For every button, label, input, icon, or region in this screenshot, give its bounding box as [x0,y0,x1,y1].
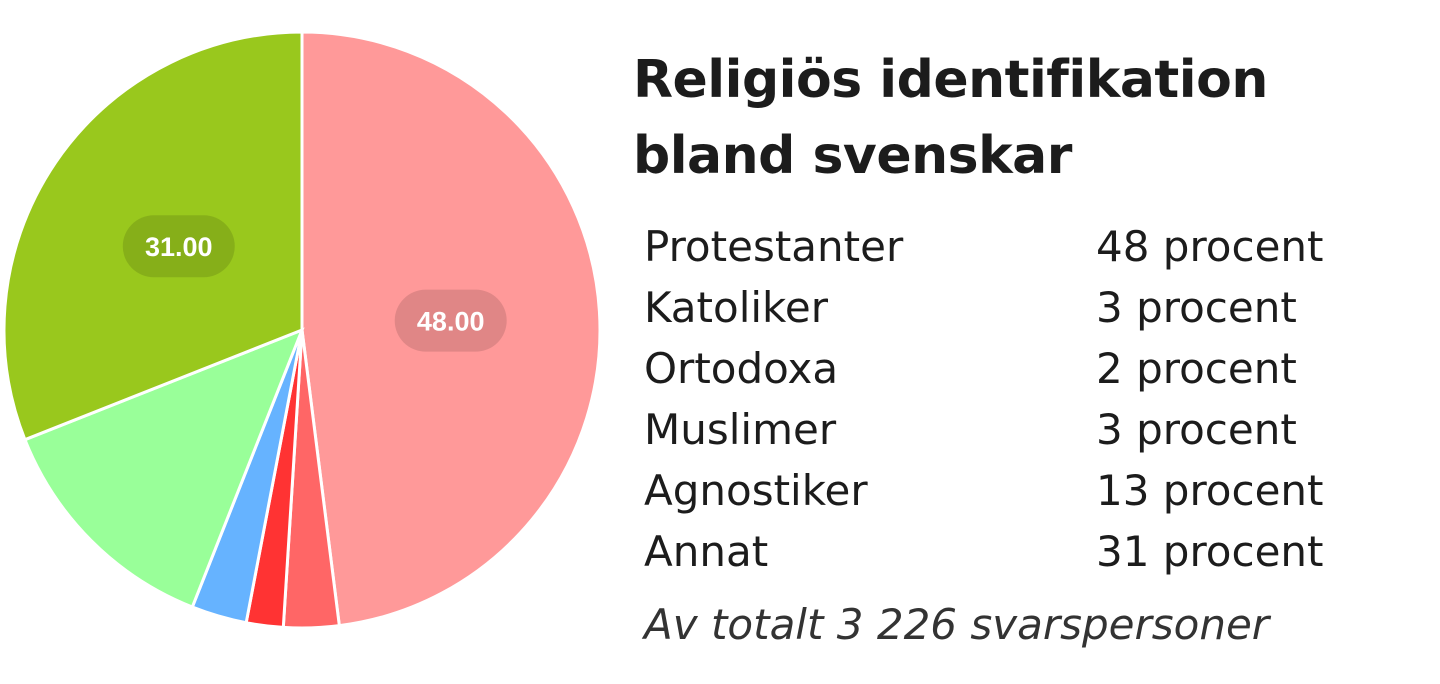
data-label-background [394,289,507,352]
pie-slice-protestanter [300,30,602,628]
data-label-background [122,215,235,278]
legend-name: Annat [644,527,769,576]
pie-data-label-protestanter: 48.00 [394,289,507,352]
pie-slice-annat [2,30,304,442]
pie-data-label-annat: 31.00 [122,215,235,278]
legend-name: Ortodoxa [644,344,839,393]
data-label-text: 48.00 [417,307,485,337]
legend-row-annat: Annat 31 procent [644,521,1423,582]
info-panel: Religiös identifikation bland svenskar P… [633,42,1423,649]
pie-slice-agnostiker [22,327,305,610]
legend-name: Protestanter [644,222,904,271]
legend-value: 48 procent [1096,222,1324,271]
legend-value: 3 procent [1096,283,1297,332]
legend-name: Agnostiker [644,466,868,515]
legend-row-katoliker: Katoliker 3 procent [644,277,1423,338]
legend-row-agnostiker: Agnostiker 13 procent [644,460,1423,521]
pie-chart: 48.00 31.00 [0,0,610,684]
legend-name: Katoliker [644,283,828,332]
legend-row-ortodoxa: Ortodoxa 2 procent [644,338,1423,399]
legend-value: 31 procent [1096,527,1324,576]
legend-value: 13 procent [1096,466,1324,515]
legend: Protestanter 48 procent Katoliker 3 proc… [644,216,1423,582]
pie-svg: 48.00 31.00 [2,30,602,630]
legend-name: Muslimer [644,405,837,454]
chart-title: Religiös identifikation bland svenskar [633,50,1268,186]
legend-row-muslimer: Muslimer 3 procent [644,399,1423,460]
respondents-note: Av totalt 3 226 svarspersoner [644,600,1270,649]
legend-value: 2 procent [1096,344,1297,393]
data-label-text: 31.00 [145,232,213,262]
legend-row-protestanter: Protestanter 48 procent [644,216,1423,277]
legend-value: 3 procent [1096,405,1297,454]
